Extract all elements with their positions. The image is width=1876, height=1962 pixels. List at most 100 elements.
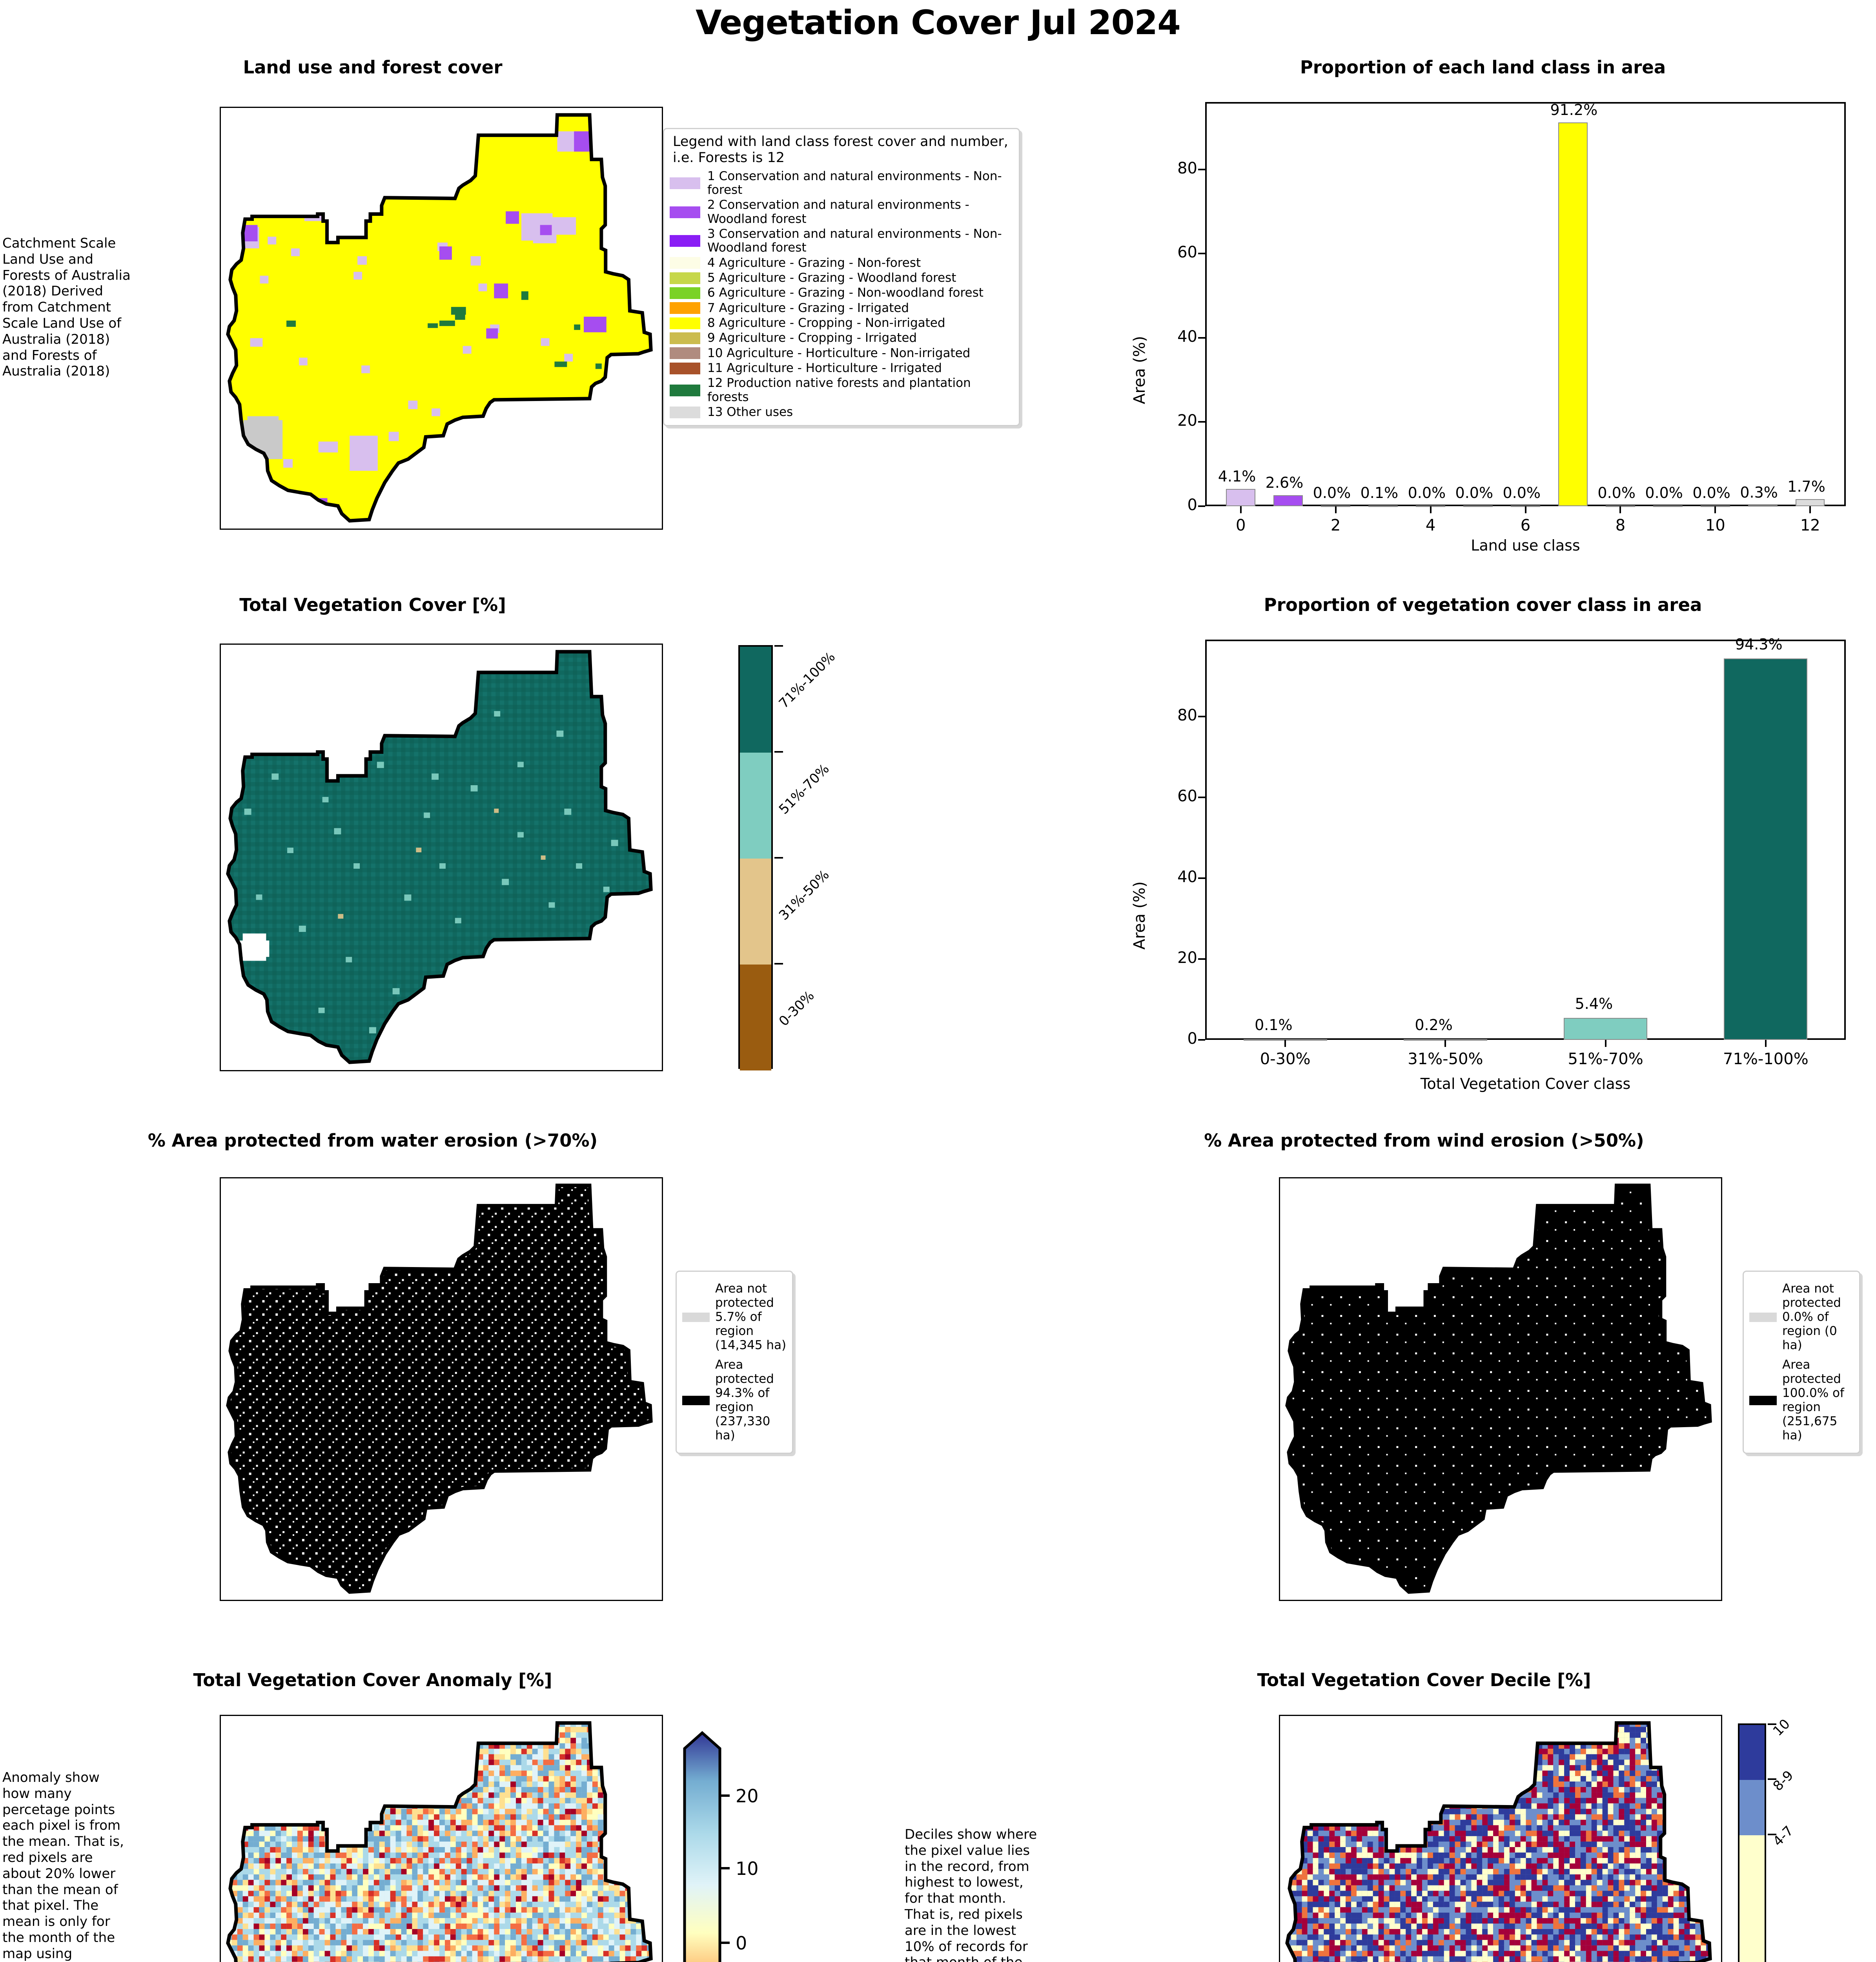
x-axis-label: Total Vegetation Cover class [1420, 1075, 1631, 1092]
veg-cover-colorbar [738, 645, 773, 1070]
legend-item-label: Area not protected 0.0% of region (0 ha) [1782, 1282, 1841, 1352]
bar-value-label: 0.0% [1645, 484, 1683, 501]
wind-erosion-map-graphic [1285, 1183, 1712, 1594]
colorbar-tick-label: 71%-100% [776, 649, 838, 712]
legend-item-label: 13 Other uses [707, 405, 793, 419]
decile-explanation-note: Deciles show where the pixel value lies … [905, 1827, 1037, 1962]
bar[interactable] [1558, 122, 1588, 506]
anomaly-map-graphic [226, 1721, 653, 1962]
bar[interactable] [1368, 505, 1398, 507]
land-class-bar-chart[interactable]: Area (%) 4.1% 2.6% 0.0% 0.1% 0.0% 0.0% 0.0% 91.… [1130, 78, 1867, 554]
bar-value-label: 0.2% [1415, 1016, 1453, 1034]
x-tick-mark [1765, 1040, 1767, 1047]
bar[interactable] [1724, 658, 1808, 1040]
legend-color-swatch [670, 177, 700, 189]
legend-color-swatch [670, 347, 700, 359]
x-tick-mark [1444, 1040, 1446, 1047]
decile-map[interactable] [1279, 1715, 1722, 1962]
legend-item-label: 2 Conservation and natural environments … [707, 198, 969, 226]
x-tick-label: 12 [1800, 516, 1820, 534]
land-use-map[interactable] [220, 107, 663, 530]
colorbar-segment [740, 859, 771, 965]
legend-color-swatch [1749, 1395, 1777, 1405]
legend-item-label: 12 Production native forests and plantat… [707, 376, 971, 404]
legend-color-swatch [670, 272, 700, 284]
bar-value-label: 0.1% [1360, 484, 1399, 501]
colorbar-tick-mark [774, 645, 783, 647]
bar[interactable] [1463, 505, 1493, 507]
water-erosion-map-graphic [226, 1183, 653, 1594]
bar-value-label: 0.1% [1255, 1016, 1293, 1034]
wind-erosion-legend: Area not protected 0.0% of region (0 ha)… [1743, 1271, 1860, 1454]
legend-item-label: 4 Agriculture - Grazing - Non-forest [707, 255, 921, 270]
legend-item-label: 7 Agriculture - Grazing - Irrigated [707, 301, 909, 315]
bar[interactable] [1796, 499, 1825, 506]
chart-plot-area: 0.1% 0.2% 5.4% 94.3% [1205, 636, 1846, 1041]
bar-value-label: 0.0% [1503, 484, 1541, 501]
legend-item-label: Area not protected 5.7% of region (14,34… [715, 1282, 787, 1352]
y-tick-label: 80 [1177, 706, 1197, 724]
colorbar-tick-label: 0-30% [776, 988, 818, 1030]
colorbar-tick-mark [774, 857, 783, 859]
erosion-legend-item: Area not protected 5.7% of region (14,34… [682, 1282, 787, 1353]
legend-color-swatch [670, 384, 700, 396]
y-tick-mark [1198, 796, 1205, 798]
land-use-legend-item: 13 Other uses [670, 405, 1013, 419]
legend-item-label: 11 Agriculture - Horticulture - Irrigate… [707, 361, 942, 375]
bar[interactable] [1748, 505, 1778, 507]
y-tick-mark [1198, 253, 1205, 255]
veg-class-bar-chart[interactable]: Area (%) 0.1% 0.2% 5.4% 94.3% Total Vegetat… [1130, 616, 1867, 1107]
panel-title-land-use: Land use and forest cover [243, 57, 503, 78]
land-use-legend: Legend with land class forest cover and … [663, 128, 1020, 427]
y-tick-label: 0 [1187, 496, 1197, 514]
colorbar-tick-mark [1768, 1833, 1776, 1835]
legend-color-swatch [682, 1312, 710, 1322]
x-tick-label: 31%-50% [1408, 1050, 1483, 1068]
land-use-map-graphic [226, 113, 653, 523]
x-tick-label: 0 [1235, 516, 1246, 534]
colorbar-tick-label: 31%-50% [776, 867, 832, 924]
colorbar-tick-label: 10 [1770, 1716, 1793, 1740]
water-erosion-map[interactable] [220, 1177, 663, 1601]
colorbar-tick-mark [1768, 1723, 1776, 1725]
veg-cover-map[interactable] [220, 644, 663, 1071]
colorbar-tick-label: 8-9 [1770, 1767, 1797, 1794]
legend-color-swatch [670, 317, 700, 329]
legend-item-label: 6 Agriculture - Grazing - Non-woodland f… [707, 286, 984, 300]
chart-plot-area: 4.1% 2.6% 0.0% 0.1% 0.0% 0.0% 0.0% 91.2% 0.0% 0.0… [1205, 101, 1846, 507]
bar[interactable] [1564, 1018, 1648, 1040]
panel-title-veg-class-chart: Proportion of vegetation cover class in … [1264, 594, 1702, 615]
y-tick-label: 60 [1177, 787, 1197, 805]
anomaly-explanation-note: Anomaly show how many percetage points e… [2, 1770, 124, 1962]
panel-title-decile: Total Vegetation Cover Decile [%] [1257, 1670, 1591, 1690]
y-tick-label: 80 [1177, 159, 1197, 177]
bar[interactable] [1226, 489, 1255, 506]
x-tick-label: 71%-100% [1723, 1050, 1809, 1068]
y-tick-mark [1198, 168, 1205, 170]
legend-color-swatch [670, 235, 700, 247]
legend-color-swatch [670, 406, 700, 418]
land-use-legend-item: 3 Conservation and natural environments … [670, 227, 1013, 255]
decile-colorbar [1738, 1723, 1766, 1962]
legend-item-label: 8 Agriculture - Cropping - Non-irrigated [707, 315, 945, 330]
land-use-legend-item: 1 Conservation and natural environments … [670, 169, 1013, 197]
land-use-legend-item: 2 Conservation and natural environments … [670, 198, 1013, 226]
panel-title-anomaly: Total Vegetation Cover Anomaly [%] [193, 1670, 552, 1690]
y-axis-label: Area (%) [1131, 336, 1149, 404]
bar[interactable] [1273, 495, 1303, 506]
colorbar-segment [1739, 1780, 1765, 1835]
land-use-legend-item: 4 Agriculture - Grazing - Non-forest [670, 256, 1013, 270]
legend-color-swatch [670, 302, 700, 314]
wind-erosion-map[interactable] [1279, 1177, 1722, 1601]
x-tick-mark [1619, 506, 1621, 513]
x-tick-label: 51%-70% [1568, 1050, 1643, 1068]
legend-color-swatch [682, 1395, 710, 1405]
legend-color-swatch [670, 332, 700, 344]
page-title: Vegetation Cover Jul 2024 [696, 3, 1181, 42]
anomaly-map[interactable] [220, 1715, 663, 1962]
erosion-legend-item: Area protected 100.0% of region (251,675… [1749, 1358, 1854, 1443]
land-use-legend-item: 11 Agriculture - Horticulture - Irrigate… [670, 361, 1013, 375]
land-use-legend-item: 6 Agriculture - Grazing - Non-woodland f… [670, 286, 1013, 300]
bar[interactable] [1653, 505, 1683, 507]
colorbar-tick-label: 20 [736, 1785, 759, 1807]
